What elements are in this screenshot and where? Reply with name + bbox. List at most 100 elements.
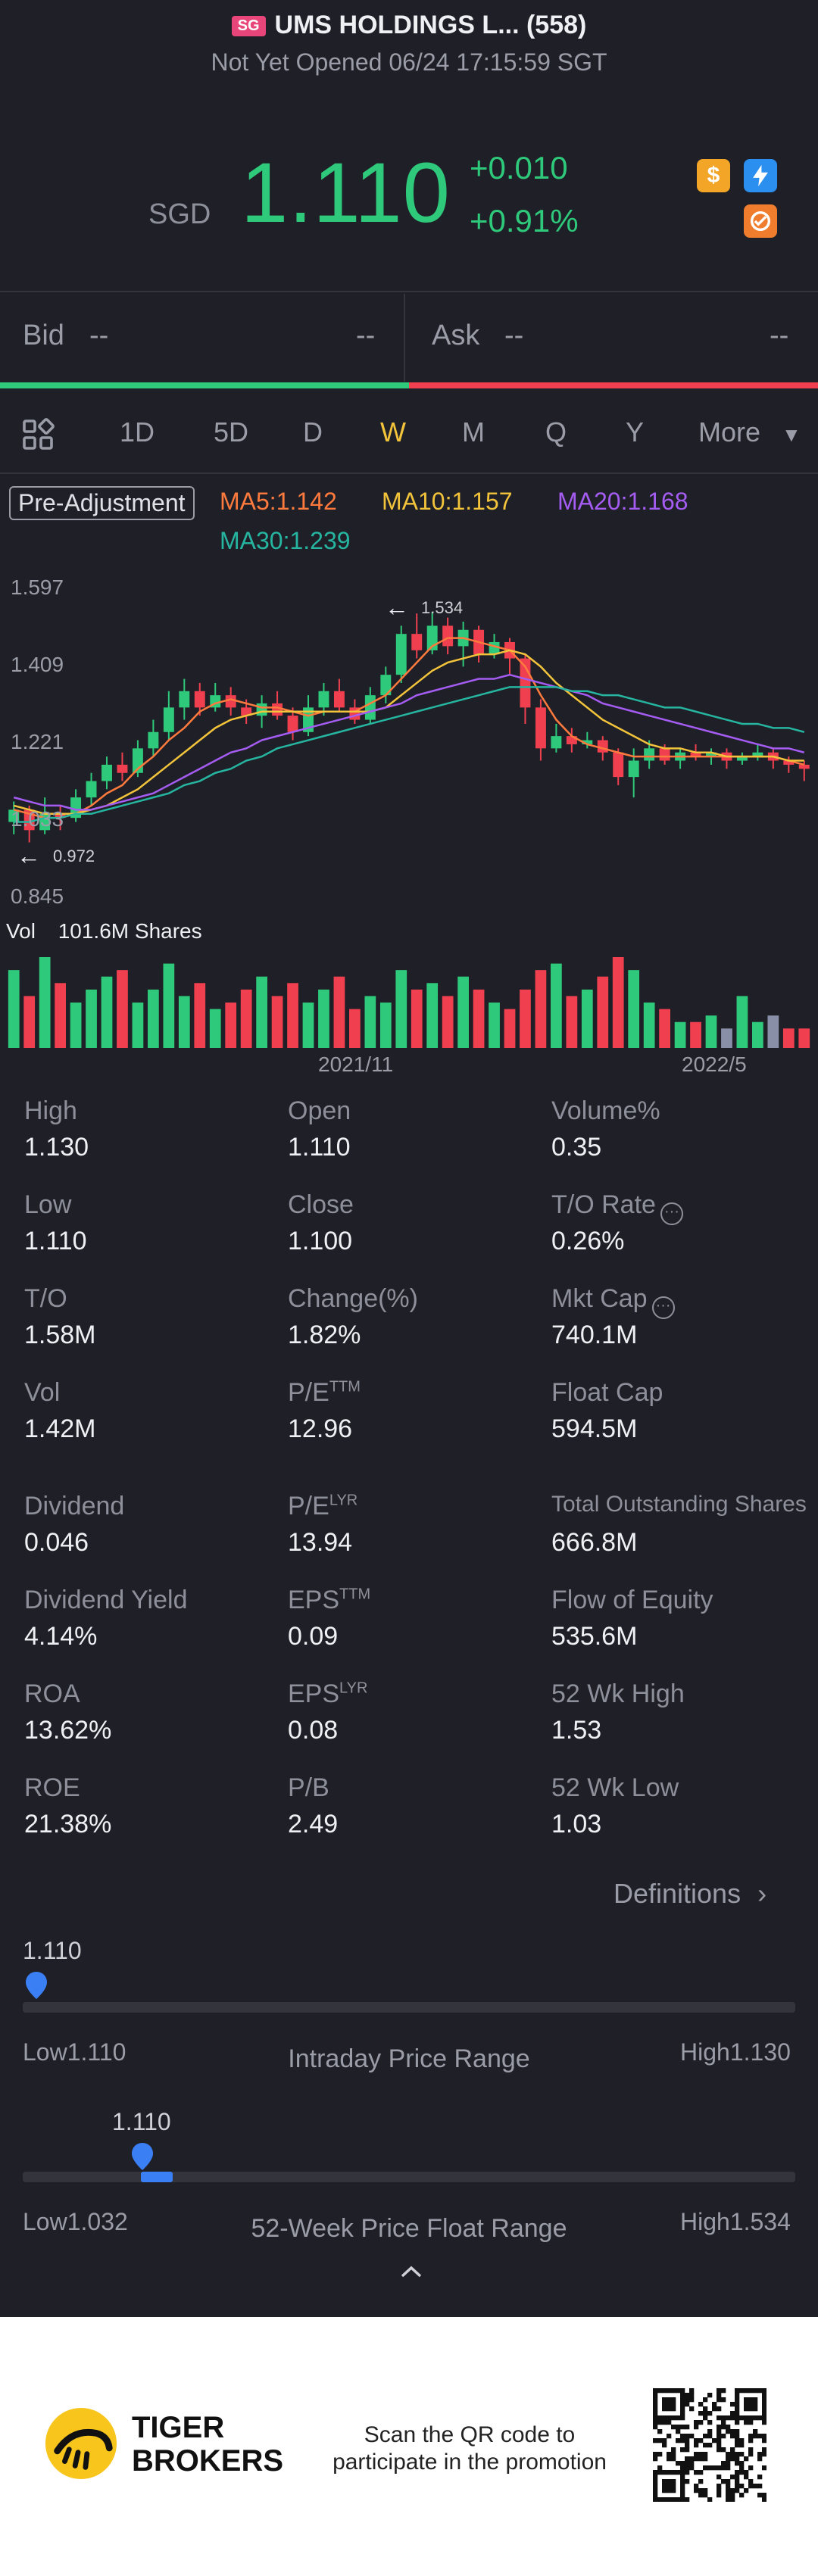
stat-label-text: Flow of Equity: [551, 1586, 713, 1614]
candle-body: [613, 752, 624, 778]
info-icon[interactable]: ···: [651, 1296, 675, 1319]
candle-body: [597, 740, 608, 753]
last-price: 1.110: [241, 145, 451, 240]
vol-value: 101.6M Shares: [58, 919, 202, 943]
tab-m[interactable]: M: [462, 416, 485, 448]
stat-label: EPSLYR: [288, 1679, 367, 1709]
stat-value: 0.35: [551, 1133, 602, 1162]
volume-bar: [349, 1009, 361, 1048]
period-tabs: 1D 5D D W M Q Y More ▼: [0, 394, 818, 472]
promo-line1: Scan the QR code to: [364, 2422, 576, 2447]
candle-body: [736, 756, 748, 761]
volume-bar: [473, 989, 485, 1048]
candle-body: [86, 781, 97, 798]
stat-value: 0.046: [24, 1528, 89, 1557]
tab-q[interactable]: Q: [545, 416, 567, 448]
definitions-label: Definitions: [614, 1878, 742, 1909]
candle-body: [241, 707, 252, 716]
promo-text: Scan the QR code to participate in the p…: [326, 2422, 614, 2476]
ma-line-ma20: [13, 673, 805, 811]
stat-label: 52 Wk Low: [551, 1773, 679, 1803]
grid-layout-icon[interactable]: [20, 416, 56, 457]
pre-adjustment-toggle[interactable]: Pre-Adjustment: [9, 486, 195, 520]
exchange-icon[interactable]: [744, 204, 777, 238]
candle-body: [628, 760, 639, 778]
candlestick-chart[interactable]: [0, 560, 818, 924]
week52-range-track: [23, 2172, 795, 2182]
stat-value: 1.130: [24, 1133, 89, 1162]
candle-body: [411, 634, 423, 650]
dollar-icon[interactable]: $: [697, 159, 730, 192]
bid-size: --: [356, 320, 376, 351]
lightning-icon[interactable]: [744, 159, 777, 192]
stat-label[interactable]: Mkt Cap ···: [551, 1284, 675, 1319]
candle-body: [256, 703, 267, 716]
stat-label: T/O: [24, 1284, 67, 1314]
stat-label[interactable]: T/O Rate ···: [551, 1190, 683, 1225]
price-change-percent: +0.91%: [470, 203, 579, 239]
ma-line-ma30: [14, 686, 805, 823]
volume-bar: [132, 1003, 144, 1048]
stat-label-text: EPS: [288, 1679, 340, 1708]
qr-code-icon[interactable]: [653, 2388, 766, 2502]
bid-price: --: [89, 320, 109, 351]
ma10-label: MA10:1.157: [382, 488, 513, 515]
stat-label: ROE: [24, 1773, 80, 1803]
stat-label-text: Open: [288, 1096, 351, 1125]
stat-label-text: Low: [24, 1190, 72, 1219]
volume-chart: [8, 957, 810, 1048]
tab-y[interactable]: Y: [626, 416, 645, 448]
stat-label: Total Outstanding Shares: [551, 1492, 807, 1517]
week52-current: 1.110: [112, 2108, 171, 2135]
volume-bar: [520, 989, 531, 1048]
stat-label-text: Dividend: [24, 1492, 125, 1520]
stat-label-text: P/E: [288, 1492, 329, 1520]
stat-value: 21.38%: [24, 1810, 112, 1838]
stat-label-text: Close: [288, 1190, 354, 1219]
volume-bar: [55, 983, 66, 1048]
volume-bar: [566, 996, 578, 1048]
stat-value: 1.100: [288, 1227, 353, 1255]
more-tab[interactable]: More ▼: [698, 416, 801, 448]
volume-bar: [318, 989, 329, 1048]
info-icon[interactable]: ···: [660, 1202, 683, 1225]
currency-label: SGD: [148, 198, 211, 230]
volume-label: Vol 101.6M Shares: [6, 919, 202, 943]
tab-1d[interactable]: 1D: [120, 416, 155, 448]
stock-title[interactable]: SG UMS HOLDINGS L... (558): [0, 11, 818, 40]
stat-label: 52 Wk High: [551, 1679, 685, 1709]
stat-label: Close: [288, 1190, 354, 1220]
stat-value: 13.62%: [24, 1716, 112, 1745]
candle-body: [783, 760, 795, 765]
volume-bar: [597, 976, 609, 1048]
candle-body: [690, 752, 701, 757]
ma5-label: MA5:1.142: [220, 488, 337, 515]
stat-label-text: ROE: [24, 1773, 80, 1802]
stat-label: Float Cap: [551, 1378, 663, 1408]
tab-d[interactable]: D: [303, 416, 323, 448]
volume-bar: [581, 989, 593, 1048]
stat-label-text: Vol: [24, 1378, 61, 1407]
market-badge: SG: [231, 16, 266, 36]
volume-bar: [148, 989, 159, 1048]
stat-value: 666.8M: [551, 1528, 638, 1557]
ask-size: --: [770, 320, 789, 351]
tab-5d[interactable]: 5D: [214, 416, 249, 448]
stat-label: P/B: [288, 1773, 329, 1803]
stat-label-text: P/B: [288, 1773, 329, 1802]
tab-w[interactable]: W: [380, 416, 406, 448]
ma30-label: MA30:1.239: [220, 527, 351, 554]
chevron-up-icon[interactable]: [400, 2264, 423, 2283]
definitions-link[interactable]: Definitions ›: [614, 1878, 766, 1910]
y-tick-label: 1.221: [11, 730, 64, 753]
promo-footer: TIGER BROKERS Scan the QR code to partic…: [0, 2317, 818, 2576]
candle-body: [8, 809, 20, 822]
stat-value: 13.94: [288, 1528, 353, 1557]
volume-bar: [379, 1003, 392, 1048]
volume-bar: [8, 970, 20, 1048]
stat-label: Volume%: [551, 1096, 660, 1126]
volume-bar: [209, 1009, 221, 1048]
volume-bar: [194, 983, 206, 1048]
candle-body: [364, 695, 376, 720]
x-tick-label: 2022/5: [682, 1053, 747, 1076]
